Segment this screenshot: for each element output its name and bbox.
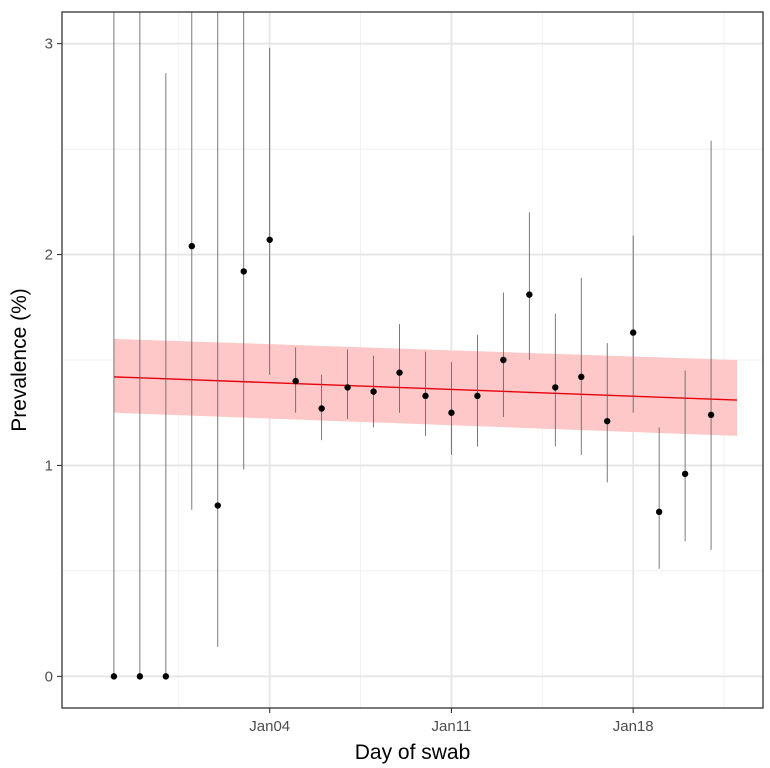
- y-tick-label: 1: [45, 457, 53, 474]
- data-point: [655, 508, 663, 516]
- x-tick-label: Jan11: [432, 718, 472, 735]
- x-tick-label: Jan18: [613, 718, 654, 735]
- data-point: [188, 242, 196, 250]
- x-axis: Jan04 Jan11 Jan18: [249, 708, 654, 735]
- data-point: [707, 411, 715, 419]
- data-points: [110, 236, 715, 680]
- data-point: [681, 470, 689, 478]
- panel-border: [61, 11, 764, 709]
- data-point: [292, 377, 299, 385]
- data-point: [266, 236, 273, 243]
- data-point: [344, 384, 351, 391]
- error-bars: [113, 12, 712, 677]
- data-point: [474, 392, 481, 400]
- data-point: [214, 502, 221, 509]
- y-tick-label: 0: [45, 668, 53, 685]
- data-point: [136, 673, 144, 680]
- data-point: [240, 268, 247, 275]
- data-point: [422, 392, 429, 400]
- data-point: [500, 356, 507, 364]
- x-axis-title: Day of swab: [355, 741, 471, 764]
- y-tick-label: 3: [45, 36, 53, 53]
- data-point: [526, 291, 533, 298]
- data-point: [396, 369, 403, 376]
- data-point: [162, 673, 170, 680]
- data-point: [604, 417, 611, 425]
- data-point: [318, 405, 325, 412]
- data-point: [110, 673, 118, 680]
- x-tick-label: Jan04: [249, 718, 290, 735]
- y-axis-title: Prevalence (%): [8, 288, 31, 432]
- y-axis: 0 1 2 3: [45, 36, 62, 685]
- data-point: [629, 329, 637, 336]
- data-point: [578, 373, 585, 381]
- data-point: [552, 384, 559, 391]
- data-point: [370, 388, 377, 395]
- y-tick-label: 2: [45, 247, 53, 264]
- data-point: [448, 409, 455, 416]
